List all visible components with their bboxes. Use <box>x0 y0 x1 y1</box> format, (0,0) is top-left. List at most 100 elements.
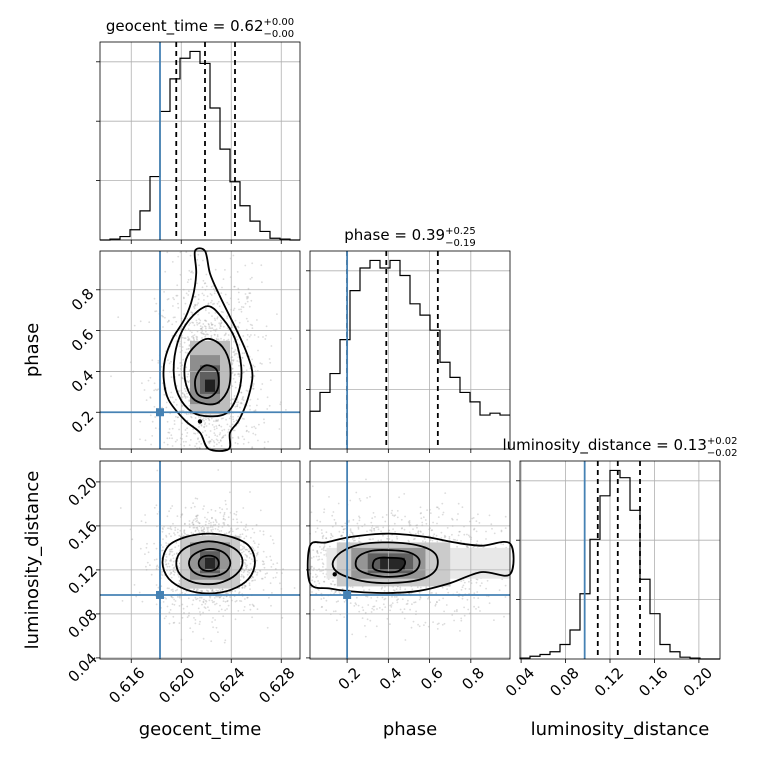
sample-point <box>177 596 179 598</box>
sample-point <box>244 553 247 556</box>
sample-point <box>204 334 207 336</box>
sample-point <box>403 528 406 531</box>
sample-point <box>407 599 409 602</box>
sample-point <box>172 567 175 569</box>
sample-point <box>145 546 148 549</box>
sample-point <box>241 356 244 359</box>
sample-point <box>251 324 254 327</box>
sample-point <box>238 364 240 367</box>
sample-point <box>170 528 173 531</box>
sample-point <box>203 531 206 534</box>
sample-point <box>222 278 225 280</box>
sample-point <box>493 619 495 621</box>
sample-point <box>235 419 238 422</box>
sample-point <box>324 549 327 552</box>
sample-point <box>427 597 429 600</box>
sample-point <box>213 597 216 599</box>
yaxis-label-luminosity_distance: luminosity_distance <box>22 471 43 650</box>
sample-point <box>194 622 197 625</box>
sample-point <box>191 521 194 523</box>
sample-point <box>217 338 220 341</box>
sample-point <box>221 588 224 591</box>
sample-point <box>170 535 172 538</box>
sample-point <box>167 320 170 322</box>
sample-point <box>197 438 199 440</box>
sample-point <box>220 325 222 328</box>
sample-point <box>222 518 225 520</box>
sample-point <box>249 552 252 555</box>
sample-point <box>245 425 248 428</box>
sample-point <box>169 527 172 530</box>
sample-point <box>224 269 226 271</box>
sample-point <box>247 550 250 553</box>
sample-point <box>276 313 278 315</box>
sample-point <box>221 508 224 511</box>
sample-point <box>316 550 319 552</box>
sample-point <box>174 316 176 319</box>
sample-point <box>170 376 173 378</box>
sample-point <box>490 523 493 526</box>
sample-point <box>215 328 218 331</box>
sample-point <box>222 515 225 518</box>
sample-point <box>168 587 170 590</box>
sample-point <box>224 499 227 502</box>
sample-point <box>441 623 444 626</box>
sample-point <box>196 336 199 339</box>
sample-point <box>371 607 374 610</box>
sample-point <box>196 330 199 333</box>
sample-point <box>188 269 191 272</box>
sample-point <box>208 325 211 328</box>
sample-point <box>457 534 460 537</box>
sample-point <box>241 551 244 554</box>
sample-point <box>246 297 248 300</box>
sample-point <box>195 442 198 445</box>
sample-point <box>257 349 259 352</box>
sample-point <box>263 441 266 444</box>
sample-point <box>198 322 201 324</box>
sample-point <box>201 326 204 329</box>
sample-point <box>253 425 256 428</box>
sample-point <box>192 523 195 526</box>
sample-point <box>485 538 487 540</box>
sample-point <box>173 573 176 576</box>
sample-point <box>167 562 170 565</box>
sample-point <box>221 286 223 289</box>
sample-point <box>192 630 194 633</box>
sample-point <box>217 631 219 633</box>
sample-point <box>234 618 237 621</box>
title-upper-error-luminosity_distance: +0.02 <box>707 436 738 447</box>
sample-point <box>242 396 245 398</box>
sample-point <box>244 529 247 532</box>
sample-point <box>254 433 257 436</box>
sample-point <box>231 367 234 370</box>
sample-point <box>199 620 201 623</box>
sample-point <box>187 278 190 281</box>
sample-point <box>193 338 195 341</box>
sample-point <box>269 379 272 381</box>
sample-point <box>155 584 158 586</box>
sample-point <box>164 596 166 599</box>
sample-point <box>220 445 223 447</box>
sample-point <box>155 302 158 305</box>
sample-point <box>202 323 205 325</box>
sample-point <box>178 605 181 607</box>
sample-point <box>233 307 236 310</box>
sample-point <box>255 559 258 562</box>
sample-point <box>236 338 239 341</box>
sample-point <box>203 419 206 422</box>
histogram-phase <box>309 259 510 449</box>
sample-point <box>405 603 408 605</box>
sample-point <box>213 441 216 444</box>
sample-point <box>201 419 204 421</box>
sample-point <box>173 598 176 601</box>
sample-point <box>155 558 158 561</box>
sample-point <box>183 297 185 300</box>
sample-point <box>390 604 393 606</box>
sample-point <box>185 251 188 254</box>
sample-point <box>189 322 192 325</box>
sample-point <box>263 418 265 421</box>
sample-point <box>204 603 207 605</box>
sample-point <box>236 271 239 273</box>
sample-point <box>165 534 168 537</box>
sample-point <box>422 533 424 535</box>
